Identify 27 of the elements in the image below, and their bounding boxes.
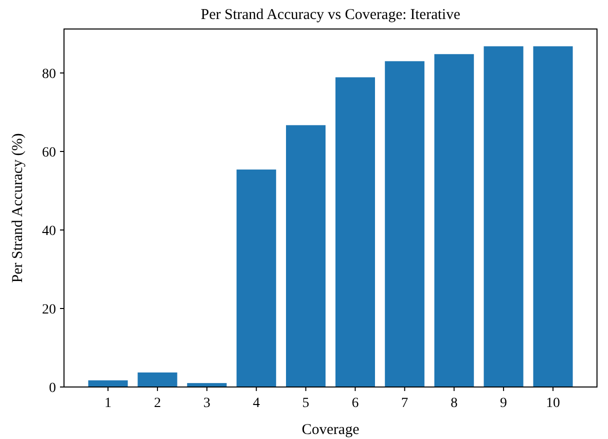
- y-tick-label: 20: [42, 302, 56, 318]
- x-tick-label: 4: [252, 396, 260, 411]
- bar: [434, 54, 474, 387]
- bar: [138, 372, 178, 387]
- x-axis-title: Coverage: [302, 422, 360, 438]
- bar: [533, 46, 573, 387]
- bar: [236, 170, 276, 387]
- x-tick-label: 9: [500, 396, 508, 411]
- bar: [335, 77, 375, 387]
- x-tick-label: 5: [302, 396, 310, 411]
- y-tick-label: 80: [42, 66, 56, 82]
- x-tick-label: 10: [546, 396, 560, 411]
- chart-title: Per Strand Accuracy vs Coverage: Iterative: [200, 7, 461, 23]
- x-tick-label: 6: [352, 396, 359, 411]
- x-tick-label: 8: [450, 396, 458, 411]
- y-axis-title: Per Strand Accuracy (%): [10, 133, 26, 283]
- bar: [384, 61, 424, 387]
- x-tick-label: 3: [203, 396, 210, 411]
- y-tick-label: 40: [42, 224, 56, 239]
- bar: [88, 380, 128, 387]
- bar: [286, 125, 326, 387]
- x-tick-label: 2: [154, 396, 161, 411]
- y-tick-label: 60: [42, 145, 56, 160]
- bar: [484, 46, 524, 387]
- y-tick-label: 0: [49, 380, 56, 396]
- x-tick-label: 7: [401, 396, 408, 411]
- x-tick-label: 1: [104, 396, 112, 411]
